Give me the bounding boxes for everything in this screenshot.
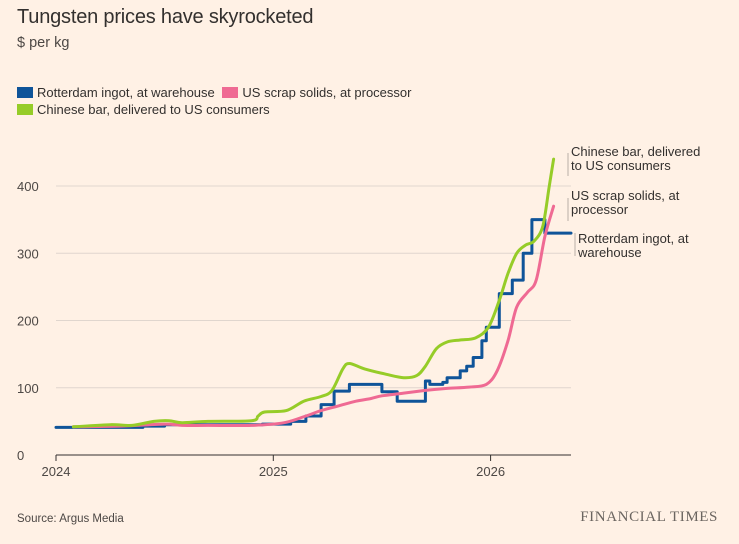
y-axis-labels: 0 100 200 300 400 — [17, 179, 39, 463]
legend-swatch-rotterdam — [17, 87, 33, 98]
legend-swatch-us-scrap — [222, 87, 239, 98]
x-tick-label-2026: 2026 — [476, 464, 505, 479]
legend: Rotterdam ingot, at warehouse US scrap s… — [17, 84, 537, 118]
legend-item-rotterdam: Rotterdam ingot, at warehouse — [17, 84, 215, 101]
ft-logo: FINANCIAL TIMES — [580, 509, 718, 525]
x-tick-label-2025: 2025 — [259, 464, 288, 479]
end-label-line-us-scrap-1: processor — [571, 202, 629, 217]
series-lines — [54, 157, 573, 429]
chart-title: Tungsten prices have skyrocketed — [17, 6, 314, 28]
y-tick-label-400: 400 — [17, 179, 39, 194]
series-line-rotterdam — [54, 218, 573, 429]
series-line-us-scrap — [71, 204, 556, 429]
x-tick-label-2024: 2024 — [42, 464, 71, 479]
x-axis: 2024 2025 2026 — [42, 454, 571, 479]
source-note: Source: Argus Media — [17, 513, 124, 525]
y-tick-label-200: 200 — [17, 314, 39, 329]
legend-item-us-scrap: US scrap solids, at processor — [222, 84, 411, 101]
legend-label-rotterdam: Rotterdam ingot, at warehouse — [37, 85, 215, 100]
legend-item-chinese-bar: Chinese bar, delivered to US consumers — [17, 101, 270, 118]
y-tick-label-0: 0 — [17, 448, 24, 463]
end-label-line-rotterdam-1: warehouse — [577, 245, 642, 260]
y-tick-label-300: 300 — [17, 246, 39, 261]
y-tick-label-100: 100 — [17, 381, 39, 396]
legend-label-chinese-bar: Chinese bar, delivered to US consumers — [37, 102, 270, 117]
gridlines — [56, 185, 571, 389]
legend-label-us-scrap: US scrap solids, at processor — [242, 85, 412, 100]
end-label-line-us-scrap-0: US scrap solids, at — [571, 188, 680, 203]
chart-subtitle: $ per kg — [17, 35, 70, 51]
end-label-line-chinese-bar-1: to US consumers — [571, 158, 671, 173]
series-line-chinese-bar — [71, 157, 556, 429]
end-label-line-chinese-bar-0: Chinese bar, delivered — [571, 144, 700, 159]
legend-swatch-chinese-bar — [17, 104, 33, 115]
end-label-line-rotterdam-0: Rotterdam ingot, at — [578, 231, 689, 246]
